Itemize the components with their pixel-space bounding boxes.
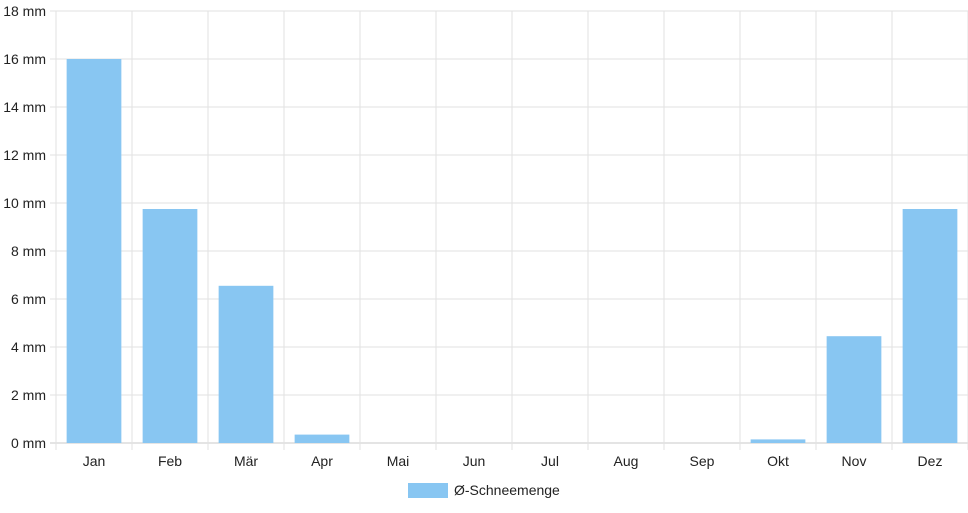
axes: 0 mm 2 mm 4 mm 6 mm 8 mm 10 mm 12 mm 14 mm 16 mm… bbox=[3, 3, 942, 469]
x-tick-label: Apr bbox=[311, 453, 333, 469]
y-tick-label: 8 mm bbox=[11, 243, 46, 259]
y-tick-label: 6 mm bbox=[11, 291, 46, 307]
y-tick-label: 14 mm bbox=[3, 99, 46, 115]
bar-dez[interactable] bbox=[902, 209, 958, 443]
y-tick-label: 16 mm bbox=[3, 51, 46, 67]
x-tick-label: Mai bbox=[387, 453, 410, 469]
legend[interactable]: Ø-Schneemenge bbox=[408, 482, 560, 498]
x-tick-label: Sep bbox=[690, 453, 715, 469]
x-tick-label: Mär bbox=[234, 453, 258, 469]
bars bbox=[66, 59, 958, 443]
y-tick-label: 0 mm bbox=[11, 435, 46, 451]
x-tick-label: Okt bbox=[767, 453, 789, 469]
legend-swatch[interactable] bbox=[408, 483, 448, 498]
x-tick-label: Jul bbox=[541, 453, 559, 469]
bar-nov[interactable] bbox=[826, 336, 882, 443]
legend-label[interactable]: Ø-Schneemenge bbox=[454, 482, 560, 498]
bar-feb[interactable] bbox=[142, 209, 198, 443]
x-tick-label: Dez bbox=[918, 453, 943, 469]
bar-jan[interactable] bbox=[66, 59, 122, 443]
bar-mär[interactable] bbox=[218, 285, 274, 443]
x-tick-label: Jun bbox=[463, 453, 486, 469]
y-tick-label: 4 mm bbox=[11, 339, 46, 355]
y-tick-label: 10 mm bbox=[3, 195, 46, 211]
y-tick-label: 12 mm bbox=[3, 147, 46, 163]
x-tick-label: Aug bbox=[614, 453, 639, 469]
bar-okt[interactable] bbox=[750, 439, 806, 443]
bar-apr[interactable] bbox=[294, 434, 350, 443]
y-tick-label: 18 mm bbox=[3, 3, 46, 19]
x-tick-label: Jan bbox=[83, 453, 106, 469]
x-tick-label: Feb bbox=[158, 453, 182, 469]
x-tick-label: Nov bbox=[842, 453, 867, 469]
grid bbox=[50, 10, 968, 450]
y-tick-label: 2 mm bbox=[11, 387, 46, 403]
